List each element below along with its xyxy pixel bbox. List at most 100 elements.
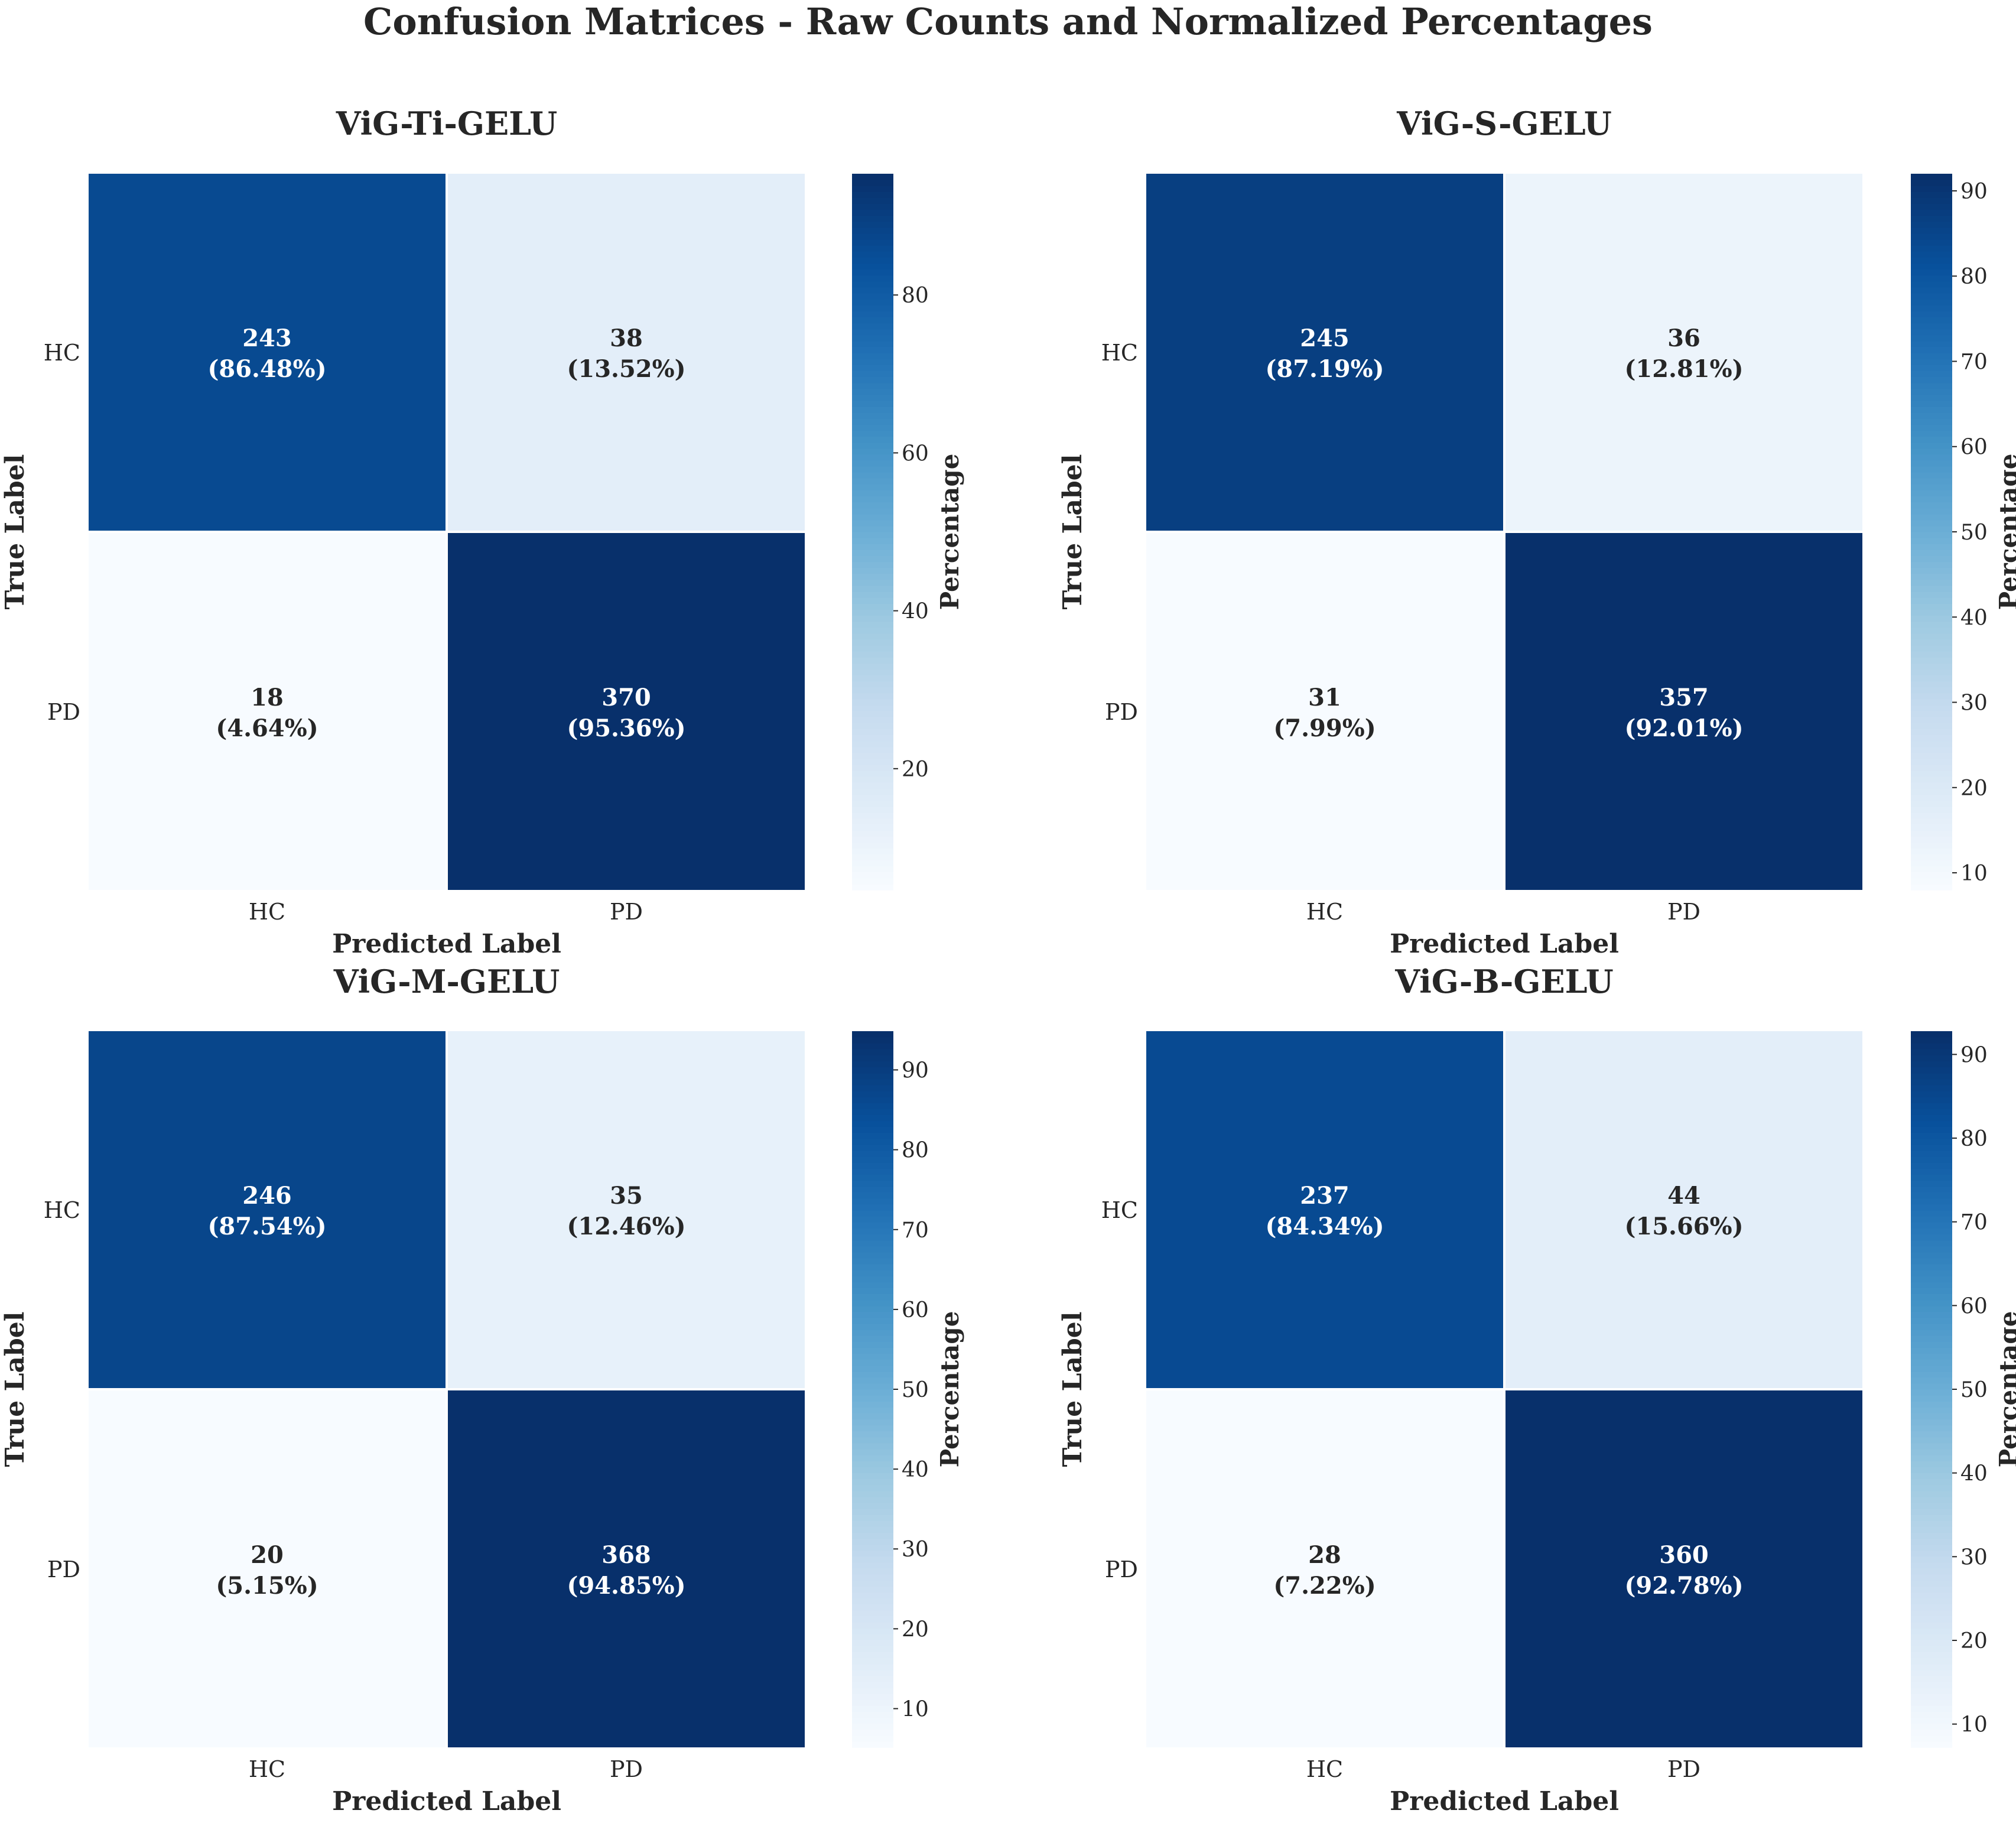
- colorbar-segment: [1911, 1520, 1952, 1527]
- colorbar-tick-label: 20: [902, 1617, 929, 1642]
- colorbar-segment: [852, 1640, 893, 1646]
- colorbar-segment: [852, 1359, 893, 1366]
- colorbar-segment: [852, 806, 893, 813]
- colorbar-segment: [1911, 323, 1952, 330]
- colorbar-segment: [852, 293, 893, 300]
- colorbar-segment: [1911, 1455, 1952, 1461]
- colorbar-segment: [852, 382, 893, 389]
- colorbar-segment: [852, 764, 893, 771]
- colorbar-segment: [852, 1252, 893, 1259]
- colorbar-segment: [852, 454, 893, 461]
- colorbar-segment: [852, 771, 893, 777]
- colorbar-segment: [1911, 1097, 1952, 1103]
- colorbar-segment: [852, 800, 893, 807]
- colorbar-segment: [852, 573, 893, 580]
- colorbar-segment: [852, 872, 893, 879]
- y-tick-label: PD: [47, 699, 80, 725]
- colorbar-segment: [1911, 1186, 1952, 1193]
- colorbar-segment: [1911, 693, 1952, 700]
- colorbar-segment: [1911, 883, 1952, 891]
- colorbar-segment: [852, 1323, 893, 1330]
- colorbar-segment: [852, 639, 893, 646]
- colorbar-segment: [852, 1365, 893, 1372]
- confusion-matrix-panel-2: ViG-S-GELU 245 (87.19%) 36 (12.81%) 31 (7.99%)…: [1058, 105, 2016, 959]
- colorbar-segment: [1911, 1669, 1952, 1676]
- colorbar-segment: [852, 1114, 893, 1122]
- colorbar-segment: [852, 1419, 893, 1426]
- colorbar-segment: [1911, 519, 1952, 527]
- colorbar-segment: [1911, 818, 1952, 825]
- colorbar-segment: [852, 698, 893, 706]
- colorbar-segment: [1911, 1210, 1952, 1217]
- colorbar-segment: [1911, 376, 1952, 384]
- x-tick-label: HC: [249, 899, 285, 925]
- colorbar-tick-label: 90: [1960, 1043, 1988, 1067]
- cell-count-label: 237: [1300, 1182, 1350, 1210]
- y-tick-label: PD: [1105, 699, 1138, 725]
- colorbar-segment: [852, 1694, 893, 1700]
- colorbar-segment: [1911, 346, 1952, 353]
- colorbar-segment: [852, 1442, 893, 1450]
- confusion-matrix-panel-4: ViG-B-GELU 237 (84.34%) 44 (15.66%) 28 (7.22%)…: [1058, 963, 2016, 1816]
- colorbar-segment: [1911, 1084, 1952, 1091]
- colorbar-tick-label: 10: [902, 1697, 929, 1721]
- y-axis-label: True Label: [1058, 454, 1088, 610]
- colorbar-segment: [1911, 681, 1952, 688]
- colorbar-segment: [1911, 281, 1952, 288]
- colorbar-segment: [1911, 1305, 1952, 1312]
- colorbar-segment: [852, 1711, 893, 1718]
- colorbar-segment: [852, 1484, 893, 1491]
- colorbar-segment: [852, 1699, 893, 1706]
- colorbar-segment: [1911, 1675, 1952, 1682]
- cell-count-label: 38: [610, 324, 643, 352]
- colorbar-segment: [852, 532, 893, 538]
- colorbar-segment: [852, 269, 893, 276]
- colorbar-segment: [852, 1288, 893, 1294]
- colorbar-segment: [852, 245, 893, 252]
- colorbar-segment: [852, 1317, 893, 1324]
- colorbar-segment: [1911, 746, 1952, 753]
- colorbar-segment: [852, 197, 893, 204]
- colorbar-segment: [852, 317, 893, 324]
- colorbar-segment: [1911, 1282, 1952, 1288]
- colorbar-segment: [1911, 1449, 1952, 1455]
- colorbar-segment: [852, 830, 893, 837]
- colorbar-segment: [852, 1490, 893, 1497]
- colorbar-segment: [852, 400, 893, 407]
- y-axis-label: True Label: [0, 1312, 30, 1467]
- colorbar-segment: [852, 746, 893, 753]
- colorbar-segment: [1911, 388, 1952, 395]
- colorbar-segment: [852, 818, 893, 825]
- colorbar-segment: [1911, 1067, 1952, 1074]
- colorbar-segment: [852, 525, 893, 532]
- colorbar-segment: [852, 1120, 893, 1127]
- colorbar-segment: [852, 334, 893, 342]
- colorbar-segment: [852, 1461, 893, 1467]
- colorbar-segment: [1911, 215, 1952, 222]
- colorbar-segment: [1911, 1174, 1952, 1181]
- colorbar-segment: [852, 1078, 893, 1086]
- colorbar-segment: [852, 723, 893, 729]
- colorbar-segment: [1911, 1425, 1952, 1432]
- colorbar-segment: [1911, 1204, 1952, 1211]
- colorbar-segment: [852, 550, 893, 556]
- colorbar-segment: [852, 1192, 893, 1199]
- colorbar-segment: [852, 1299, 893, 1307]
- colorbar-segment: [1911, 1532, 1952, 1539]
- colorbar-segment: [852, 878, 893, 885]
- colorbar-segment: [852, 1717, 893, 1724]
- colorbar-segment: [852, 1526, 893, 1533]
- colorbar-segment: [852, 579, 893, 586]
- colorbar-segment: [852, 1263, 893, 1270]
- colorbar-segment: [1911, 603, 1952, 610]
- colorbar-segment: [852, 1723, 893, 1730]
- colorbar-segment: [1911, 1395, 1952, 1402]
- colorbar-segment: [1911, 1311, 1952, 1318]
- colorbar-segment: [852, 1735, 893, 1742]
- colorbar-segment: [852, 1210, 893, 1217]
- colorbar-segment: [852, 1031, 893, 1038]
- colorbar-segment: [852, 466, 893, 473]
- colorbar-segment: [852, 1055, 893, 1062]
- colorbar-segment: [852, 1162, 893, 1169]
